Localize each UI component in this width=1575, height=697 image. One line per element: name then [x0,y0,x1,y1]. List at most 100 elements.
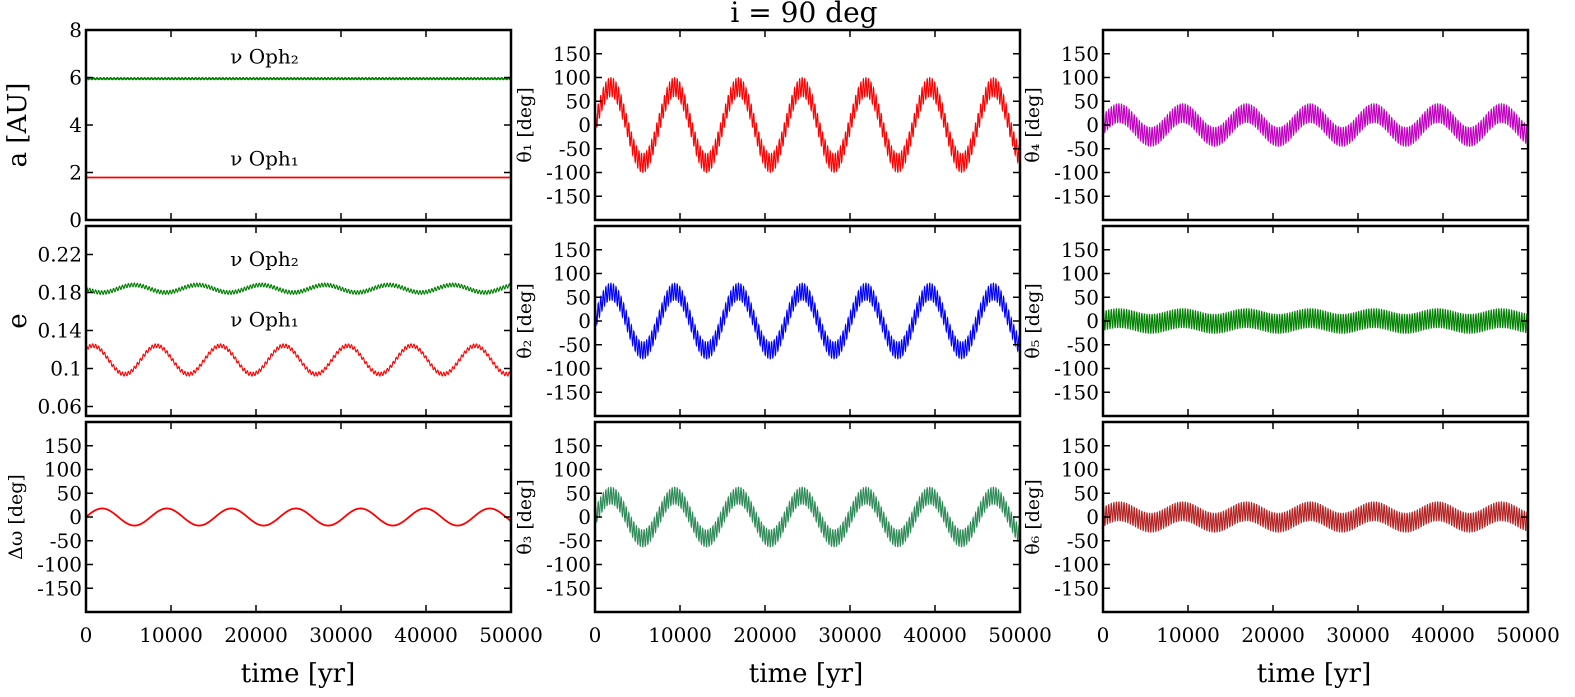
series-annotation: ν Oph₁ [230,146,299,170]
y-tick-label: -150 [1054,380,1099,404]
panel-a: 0 2 4 6 8 a [AU] ν Oph₂ ν Oph₁ [3,18,513,232]
x-axis-title: time [yr] [1257,659,1371,689]
plot-frame [84,224,513,418]
panel-e: 0.06 0.1 0.14 0.18 0.22 e ν Oph₂ ν Oph₁ [3,224,513,419]
y-tick-label: 0.06 [37,395,82,419]
y-tick-label: -50 [1067,137,1099,161]
series-line-dw-0 [86,507,511,527]
x-tick-label: 0 [1097,623,1110,647]
y-tick-label: 150 [1061,238,1099,262]
y-tick-label: 4 [69,113,82,137]
y-axis-title: e [3,313,33,328]
y-tick-label: -150 [546,576,591,600]
y-tick-label: -50 [1067,333,1099,357]
y-tick-label: 100 [553,458,591,482]
panel-dw: 0 10000 20000 30000 40000 50000-150-100-50050… [5,420,543,647]
y-tick-label: -100 [546,161,591,185]
y-tick-label: 100 [1061,66,1099,90]
series-line-t3-0 [595,486,1020,548]
y-tick-label: 0 [578,505,591,529]
x-tick-label: 40000 [1411,623,1475,647]
y-tick-label: 0 [1086,505,1099,529]
x-tick-label: 20000 [224,623,288,647]
y-axis-title: θ₄ [deg] [1022,87,1044,163]
x-tick-label: 50000 [1496,623,1560,647]
y-axis-title: θ₃ [deg] [514,479,536,555]
x-tick-label: 50000 [479,623,543,647]
y-tick-label: -100 [1054,161,1099,185]
y-tick-label: 100 [1061,458,1099,482]
y-tick-label: 8 [69,18,82,42]
series-line-t5-0 [1103,308,1528,334]
series-annotation: ν Oph₁ [230,308,299,332]
series-line-t1-0 [595,77,1020,173]
y-tick-label: 100 [44,458,82,482]
y-tick-label: 0 [578,309,591,333]
y-tick-label: 50 [566,89,591,113]
y-tick-label: 100 [553,262,591,286]
y-tick-label: 50 [1074,481,1099,505]
x-tick-label: 10000 [648,623,712,647]
y-tick-label: -50 [1067,529,1099,553]
x-tick-label: 10000 [139,623,203,647]
y-axis-title: Δω [deg] [5,474,27,560]
y-tick-label: 150 [553,434,591,458]
y-tick-label: 50 [1074,89,1099,113]
x-tick-label: 30000 [818,623,882,647]
x-tick-label: 40000 [394,623,458,647]
x-tick-label: 40000 [903,623,967,647]
y-tick-label: 50 [57,481,82,505]
y-tick-label: -50 [559,529,591,553]
y-tick-label: 50 [566,481,591,505]
y-tick-label: 150 [553,238,591,262]
y-tick-label: 50 [1074,285,1099,309]
y-axis-title: θ₅ [deg] [1022,283,1044,359]
x-tick-label: 30000 [1326,623,1390,647]
y-tick-label: 0.14 [37,319,82,343]
panel-t6: 0 10000 20000 30000 40000 50000-150-100-50050… [1022,420,1560,647]
y-tick-label: 150 [1061,42,1099,66]
y-tick-label: 0 [69,505,82,529]
x-tick-label: 20000 [1241,623,1305,647]
x-tick-label: 30000 [309,623,373,647]
y-tick-label: -150 [546,184,591,208]
y-tick-label: 0.22 [37,243,82,267]
y-tick-label: 50 [566,285,591,309]
x-tick-label: 0 [80,623,93,647]
y-tick-label: -50 [559,333,591,357]
y-tick-label: 6 [69,66,82,90]
y-tick-label: -50 [50,529,82,553]
y-tick-label: -150 [37,576,82,600]
y-tick-label: 150 [1061,434,1099,458]
y-tick-label: -150 [546,380,591,404]
y-tick-label: 0.18 [37,281,82,305]
x-tick-label: 10000 [1156,623,1220,647]
y-tick-label: -150 [1054,576,1099,600]
y-tick-label: 150 [553,42,591,66]
y-tick-label: 0 [69,208,82,232]
y-tick-label: 0 [1086,309,1099,333]
y-tick-label: -50 [559,137,591,161]
y-tick-label: -100 [1054,553,1099,577]
series-line-t4-0 [1103,103,1528,147]
series-annotation: ν Oph₂ [230,44,299,68]
y-tick-label: 100 [553,66,591,90]
y-tick-label: 0 [1086,113,1099,137]
panel-t3: 0 10000 20000 30000 40000 50000-150-100-50050… [514,420,1052,647]
x-axis-title: time [yr] [749,659,863,689]
x-tick-label: 0 [589,623,602,647]
y-tick-label: 100 [1061,262,1099,286]
y-tick-label: 150 [44,434,82,458]
y-axis-title: θ₁ [deg] [514,87,536,163]
y-tick-label: -100 [1054,357,1099,381]
y-axis-title: θ₆ [deg] [1022,479,1044,555]
series-annotation: ν Oph₂ [230,247,299,271]
series-line-t6-0 [1103,501,1528,533]
x-tick-label: 50000 [988,623,1052,647]
series-line-t2-0 [595,282,1020,360]
y-tick-label: -150 [1054,184,1099,208]
